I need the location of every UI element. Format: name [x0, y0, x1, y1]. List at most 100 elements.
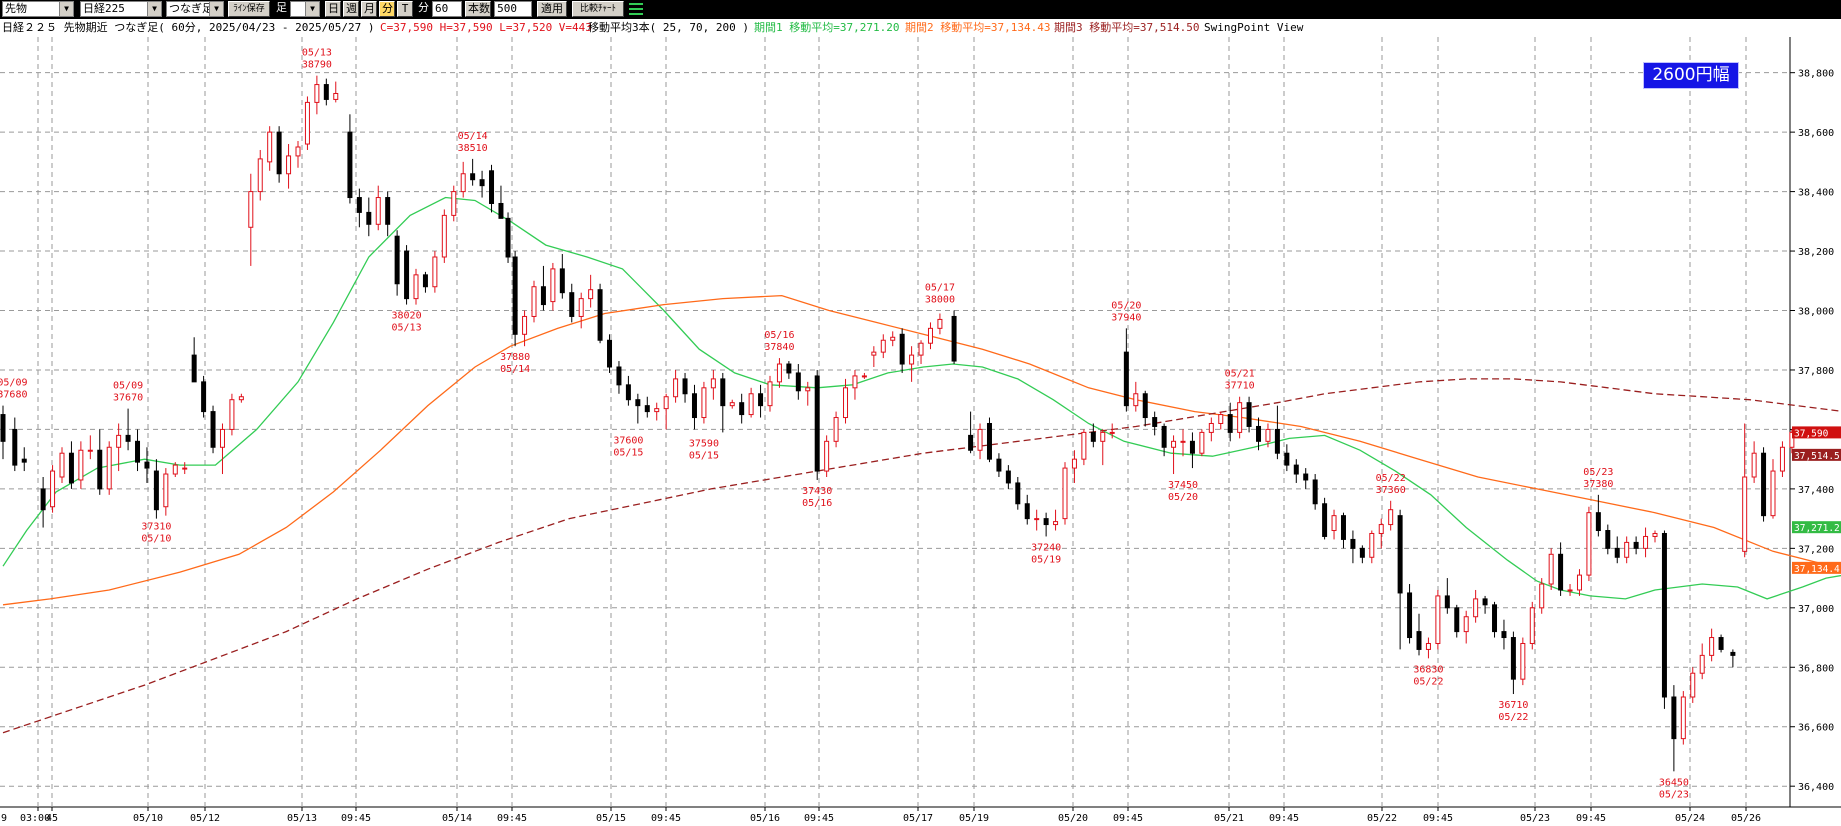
swing-price-label: 37600	[613, 435, 643, 446]
candle-body	[1293, 464, 1299, 475]
x-tick-label: 09:45	[341, 813, 371, 824]
candle-body	[1142, 393, 1148, 419]
candle-body	[1284, 452, 1290, 466]
contract-select[interactable]: つなぎ足 ▼	[166, 1, 224, 17]
candle-body	[1510, 637, 1516, 680]
candle-body	[909, 354, 915, 365]
candle-body	[1595, 512, 1601, 532]
ma-line-1	[2, 196, 1841, 600]
candle-body	[229, 399, 235, 430]
candle-body	[1152, 417, 1158, 427]
candle-body	[986, 422, 992, 460]
candle-body	[106, 446, 112, 490]
candle-body	[144, 461, 150, 469]
x-tick-label: 05/22	[1367, 813, 1397, 824]
candle-body	[968, 434, 974, 451]
swing-price-label: 37680	[0, 390, 27, 401]
save-line-button[interactable]: ﾗｲﾝ保存	[228, 1, 270, 17]
swing-date-label: 05/15	[613, 447, 643, 458]
toolbar: 先物 ▼ 日経225 ▼ つなぎ足 ▼ ﾗｲﾝ保存 足 ▼ 日 週 月 分 T …	[0, 0, 1841, 19]
candle-body	[505, 217, 511, 258]
candle-body	[40, 488, 46, 511]
swing-price-label: 37840	[764, 342, 794, 353]
candle-body	[1539, 583, 1545, 609]
candle-body	[710, 378, 716, 389]
market-select[interactable]: 先物 ▼	[2, 1, 74, 17]
candle-body	[1005, 470, 1011, 484]
candle-body	[1090, 431, 1096, 442]
candle-body	[267, 131, 273, 163]
candlestick-chart[interactable]: 36,40036,60036,80037,00037,20037,40037,6…	[0, 19, 1841, 826]
candle-body	[977, 428, 983, 451]
candle-body	[1369, 532, 1375, 558]
candle-body	[512, 256, 518, 335]
candle-body	[691, 393, 697, 419]
candle-body	[1761, 452, 1767, 517]
swing-date-label: 05/15	[689, 450, 719, 461]
day-button[interactable]: 日	[325, 1, 341, 17]
candle-body	[1359, 547, 1365, 558]
month-button[interactable]: 月	[361, 1, 377, 17]
x-tick-label: 05/20	[1058, 813, 1088, 824]
candle-body	[135, 440, 141, 463]
candle-body	[1322, 503, 1328, 537]
candle-body	[441, 214, 447, 258]
candle-body	[607, 339, 613, 368]
candle-body	[597, 289, 603, 341]
x-tick-label: 05/26	[1731, 813, 1761, 824]
candle-body	[375, 197, 381, 225]
candle-body	[0, 414, 6, 442]
candle-body	[1331, 515, 1337, 532]
ma-line-2	[2, 294, 1841, 606]
minute-value-input[interactable]: 60	[432, 1, 462, 17]
tick-button[interactable]: T	[397, 1, 413, 17]
candle-body	[1100, 431, 1106, 442]
candle-body	[861, 375, 867, 378]
x-tick-label: 09:45	[651, 813, 681, 824]
candle-body	[87, 449, 93, 452]
candle-body	[1529, 607, 1535, 644]
swing-date-label: 05/20	[1168, 492, 1198, 503]
chevron-down-icon: ▼	[209, 2, 223, 16]
candle-body	[1624, 541, 1630, 558]
minute-button[interactable]: 分	[379, 1, 395, 17]
candle-body	[50, 470, 56, 508]
x-tick-label: 09:45	[1113, 813, 1143, 824]
chevron-down-icon: ▼	[59, 2, 73, 16]
count-label-button[interactable]: 本数	[465, 1, 491, 17]
chart-style-icon[interactable]	[628, 1, 644, 17]
price-tag-label: 37,134.4	[1794, 564, 1840, 575]
compare-chart-button[interactable]: 比較ﾁｬｰﾄ	[572, 1, 624, 17]
x-tick-label: 05/17	[903, 813, 933, 824]
period-select[interactable]: ▼	[290, 1, 320, 17]
minute-unit-label: 分	[418, 1, 429, 14]
candle-body	[116, 434, 122, 448]
candle-body	[1425, 642, 1431, 650]
price-tag	[1792, 426, 1841, 439]
x-tick-label: 09:45	[1576, 813, 1606, 824]
candle-body	[1614, 547, 1620, 558]
candle-body	[1558, 553, 1564, 591]
candle-body	[1492, 604, 1498, 633]
candle-body	[451, 191, 457, 216]
swing-price-label: 37590	[689, 438, 719, 449]
candle-body	[21, 458, 27, 463]
apply-button[interactable]: 適用	[537, 1, 567, 17]
candle-body	[682, 378, 688, 395]
candle-body	[1246, 402, 1252, 427]
candle-body	[1043, 518, 1049, 526]
candle-body	[569, 292, 575, 317]
price-tag-label: 37,271.2	[1794, 523, 1840, 534]
candle-body	[1652, 532, 1658, 537]
y-tick-label: 37,400	[1798, 485, 1834, 496]
count-value-input[interactable]: 500	[494, 1, 532, 17]
candle-body	[432, 256, 438, 288]
week-button[interactable]: 週	[343, 1, 359, 17]
candle-body	[404, 250, 410, 300]
candle-body	[927, 327, 933, 344]
swing-date-label: 05/16	[764, 330, 794, 341]
candle-body	[1123, 351, 1129, 407]
instrument-select[interactable]: 日経225 ▼	[80, 1, 162, 17]
candle-body	[333, 92, 339, 100]
candle-body	[97, 449, 103, 490]
